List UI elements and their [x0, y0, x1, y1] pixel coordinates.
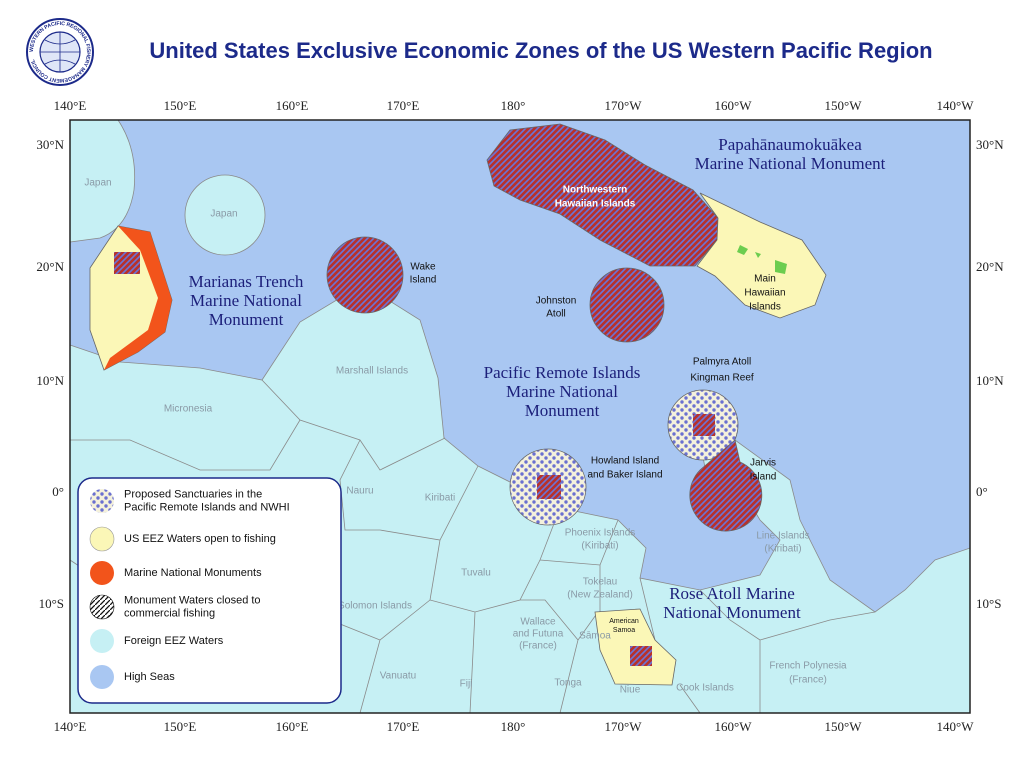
- place-label: National Monument: [663, 603, 801, 622]
- place-label: Phoenix Islands: [565, 528, 636, 539]
- latitude-label: 0°: [52, 484, 64, 499]
- place-label: Japan: [84, 178, 111, 189]
- us-eez: [89, 123, 827, 686]
- place-label: Micronesia: [164, 404, 213, 415]
- place-label: Atoll: [546, 309, 565, 320]
- longitude-label: 180°: [501, 719, 526, 734]
- legend-label: Pacific Remote Islands and NWHI: [124, 501, 290, 513]
- place-label: Papahānaumokuākea: [718, 135, 862, 154]
- logo: WESTERN PACIFIC REGIONAL FISHERY MANAGEM…: [26, 18, 94, 86]
- latitude-label: 10°N: [976, 373, 1004, 388]
- place-label: Solomon Islands: [338, 601, 412, 612]
- place-label: (New Zealand): [567, 590, 633, 601]
- legend-label: commercial fishing: [124, 607, 215, 619]
- longitude-label: 170°W: [605, 719, 643, 734]
- legend-label: Marine National Monuments: [124, 567, 262, 579]
- place-label: Marine National: [190, 291, 302, 310]
- place-label: Vanuatu: [380, 671, 417, 682]
- place-label: Marine National: [506, 382, 618, 401]
- place-label: Marshall Islands: [336, 366, 408, 377]
- place-label: Island: [750, 472, 777, 483]
- place-label: Hawaiian: [744, 288, 785, 299]
- place-label: Japan: [210, 209, 237, 220]
- longitude-label: 140°E: [54, 719, 87, 734]
- latitude-label: 0°: [976, 484, 988, 499]
- place-label: Hawaiian Islands: [555, 199, 636, 210]
- longitude-label: 140°W: [937, 719, 975, 734]
- longitude-label: 150°W: [825, 719, 863, 734]
- legend-label: High Seas: [124, 671, 175, 683]
- place-label: Islands: [749, 302, 781, 313]
- place-label: Nauru: [346, 486, 373, 497]
- place-label: Rose Atoll Marine: [669, 584, 795, 603]
- longitude-label: 160°E: [276, 98, 309, 113]
- place-label: Monument: [525, 401, 600, 420]
- longitude-label: 170°E: [387, 98, 420, 113]
- place-label: (Kiribati): [581, 541, 618, 552]
- longitude-label: 140°E: [54, 98, 87, 113]
- place-label: Marianas Trench: [189, 272, 304, 291]
- place-label: (Kiribati): [764, 544, 801, 555]
- longitude-label: 160°W: [715, 719, 753, 734]
- place-label: Fiji: [460, 679, 473, 690]
- legend-label: Monument Waters closed to: [124, 594, 261, 606]
- legend-label: Proposed Sanctuaries in the: [124, 488, 262, 500]
- longitude-label: 170°E: [387, 719, 420, 734]
- legend-label: Foreign EEZ Waters: [124, 635, 224, 647]
- place-label: Jarvis: [750, 458, 776, 469]
- longitude-label: 150°E: [164, 98, 197, 113]
- place-label: Sāmoa: [579, 631, 611, 642]
- place-label: Tuvalu: [461, 568, 491, 579]
- map-frame: [69, 119, 971, 714]
- place-label: French Polynesia: [769, 661, 847, 672]
- longitude-label: 140°W: [937, 98, 975, 113]
- longitude-label: 160°W: [715, 98, 753, 113]
- place-label: Kiribati: [425, 493, 456, 504]
- place-label: Howland Island: [591, 456, 659, 467]
- place-label: Main: [754, 274, 776, 285]
- latitude-label: 10°S: [39, 596, 64, 611]
- place-label: Marine National Monument: [695, 154, 886, 173]
- place-label: Wallace: [520, 617, 556, 628]
- latitude-label: 30°N: [36, 137, 64, 152]
- place-label: Kingman Reef: [690, 373, 754, 384]
- place-label: Tonga: [554, 678, 582, 689]
- place-label: Northwestern: [563, 185, 627, 196]
- place-label: Pacific Remote Islands: [484, 363, 641, 382]
- place-label: and Futuna: [513, 629, 564, 640]
- place-label: Niue: [620, 685, 641, 696]
- place-label: Cook Islands: [676, 683, 734, 694]
- place-label: Samoa: [613, 627, 635, 634]
- place-label: and Baker Island: [587, 470, 662, 481]
- legend-label: US EEZ Waters open to fishing: [124, 533, 276, 545]
- place-label: (France): [519, 641, 557, 652]
- longitude-label: 150°W: [825, 98, 863, 113]
- place-label: Line Islands: [756, 531, 809, 542]
- place-label: Island: [410, 275, 437, 286]
- latitude-label: 30°N: [976, 137, 1004, 152]
- latitude-label: 10°S: [976, 596, 1001, 611]
- place-label: Tokelau: [583, 577, 617, 588]
- longitude-label: 180°: [501, 98, 526, 113]
- latitude-label: 10°N: [36, 373, 64, 388]
- longitude-label: 160°E: [276, 719, 309, 734]
- longitude-label: 150°E: [164, 719, 197, 734]
- latitude-label: 20°N: [36, 259, 64, 274]
- place-label: Johnston: [536, 296, 577, 307]
- place-label: Palmyra Atoll: [693, 357, 751, 368]
- axis-labels: 140°E 140°E 150°E 150°E 160°E 160°E 170°E 170°E…: [36, 98, 1004, 734]
- place-label: American: [609, 618, 639, 625]
- place-label: (France): [789, 675, 827, 686]
- longitude-label: 170°W: [605, 98, 643, 113]
- place-label: Wake: [410, 262, 436, 273]
- title: United States Exclusive Economic Zones o…: [149, 38, 932, 63]
- latitude-label: 20°N: [976, 259, 1004, 274]
- place-label: Monument: [209, 310, 284, 329]
